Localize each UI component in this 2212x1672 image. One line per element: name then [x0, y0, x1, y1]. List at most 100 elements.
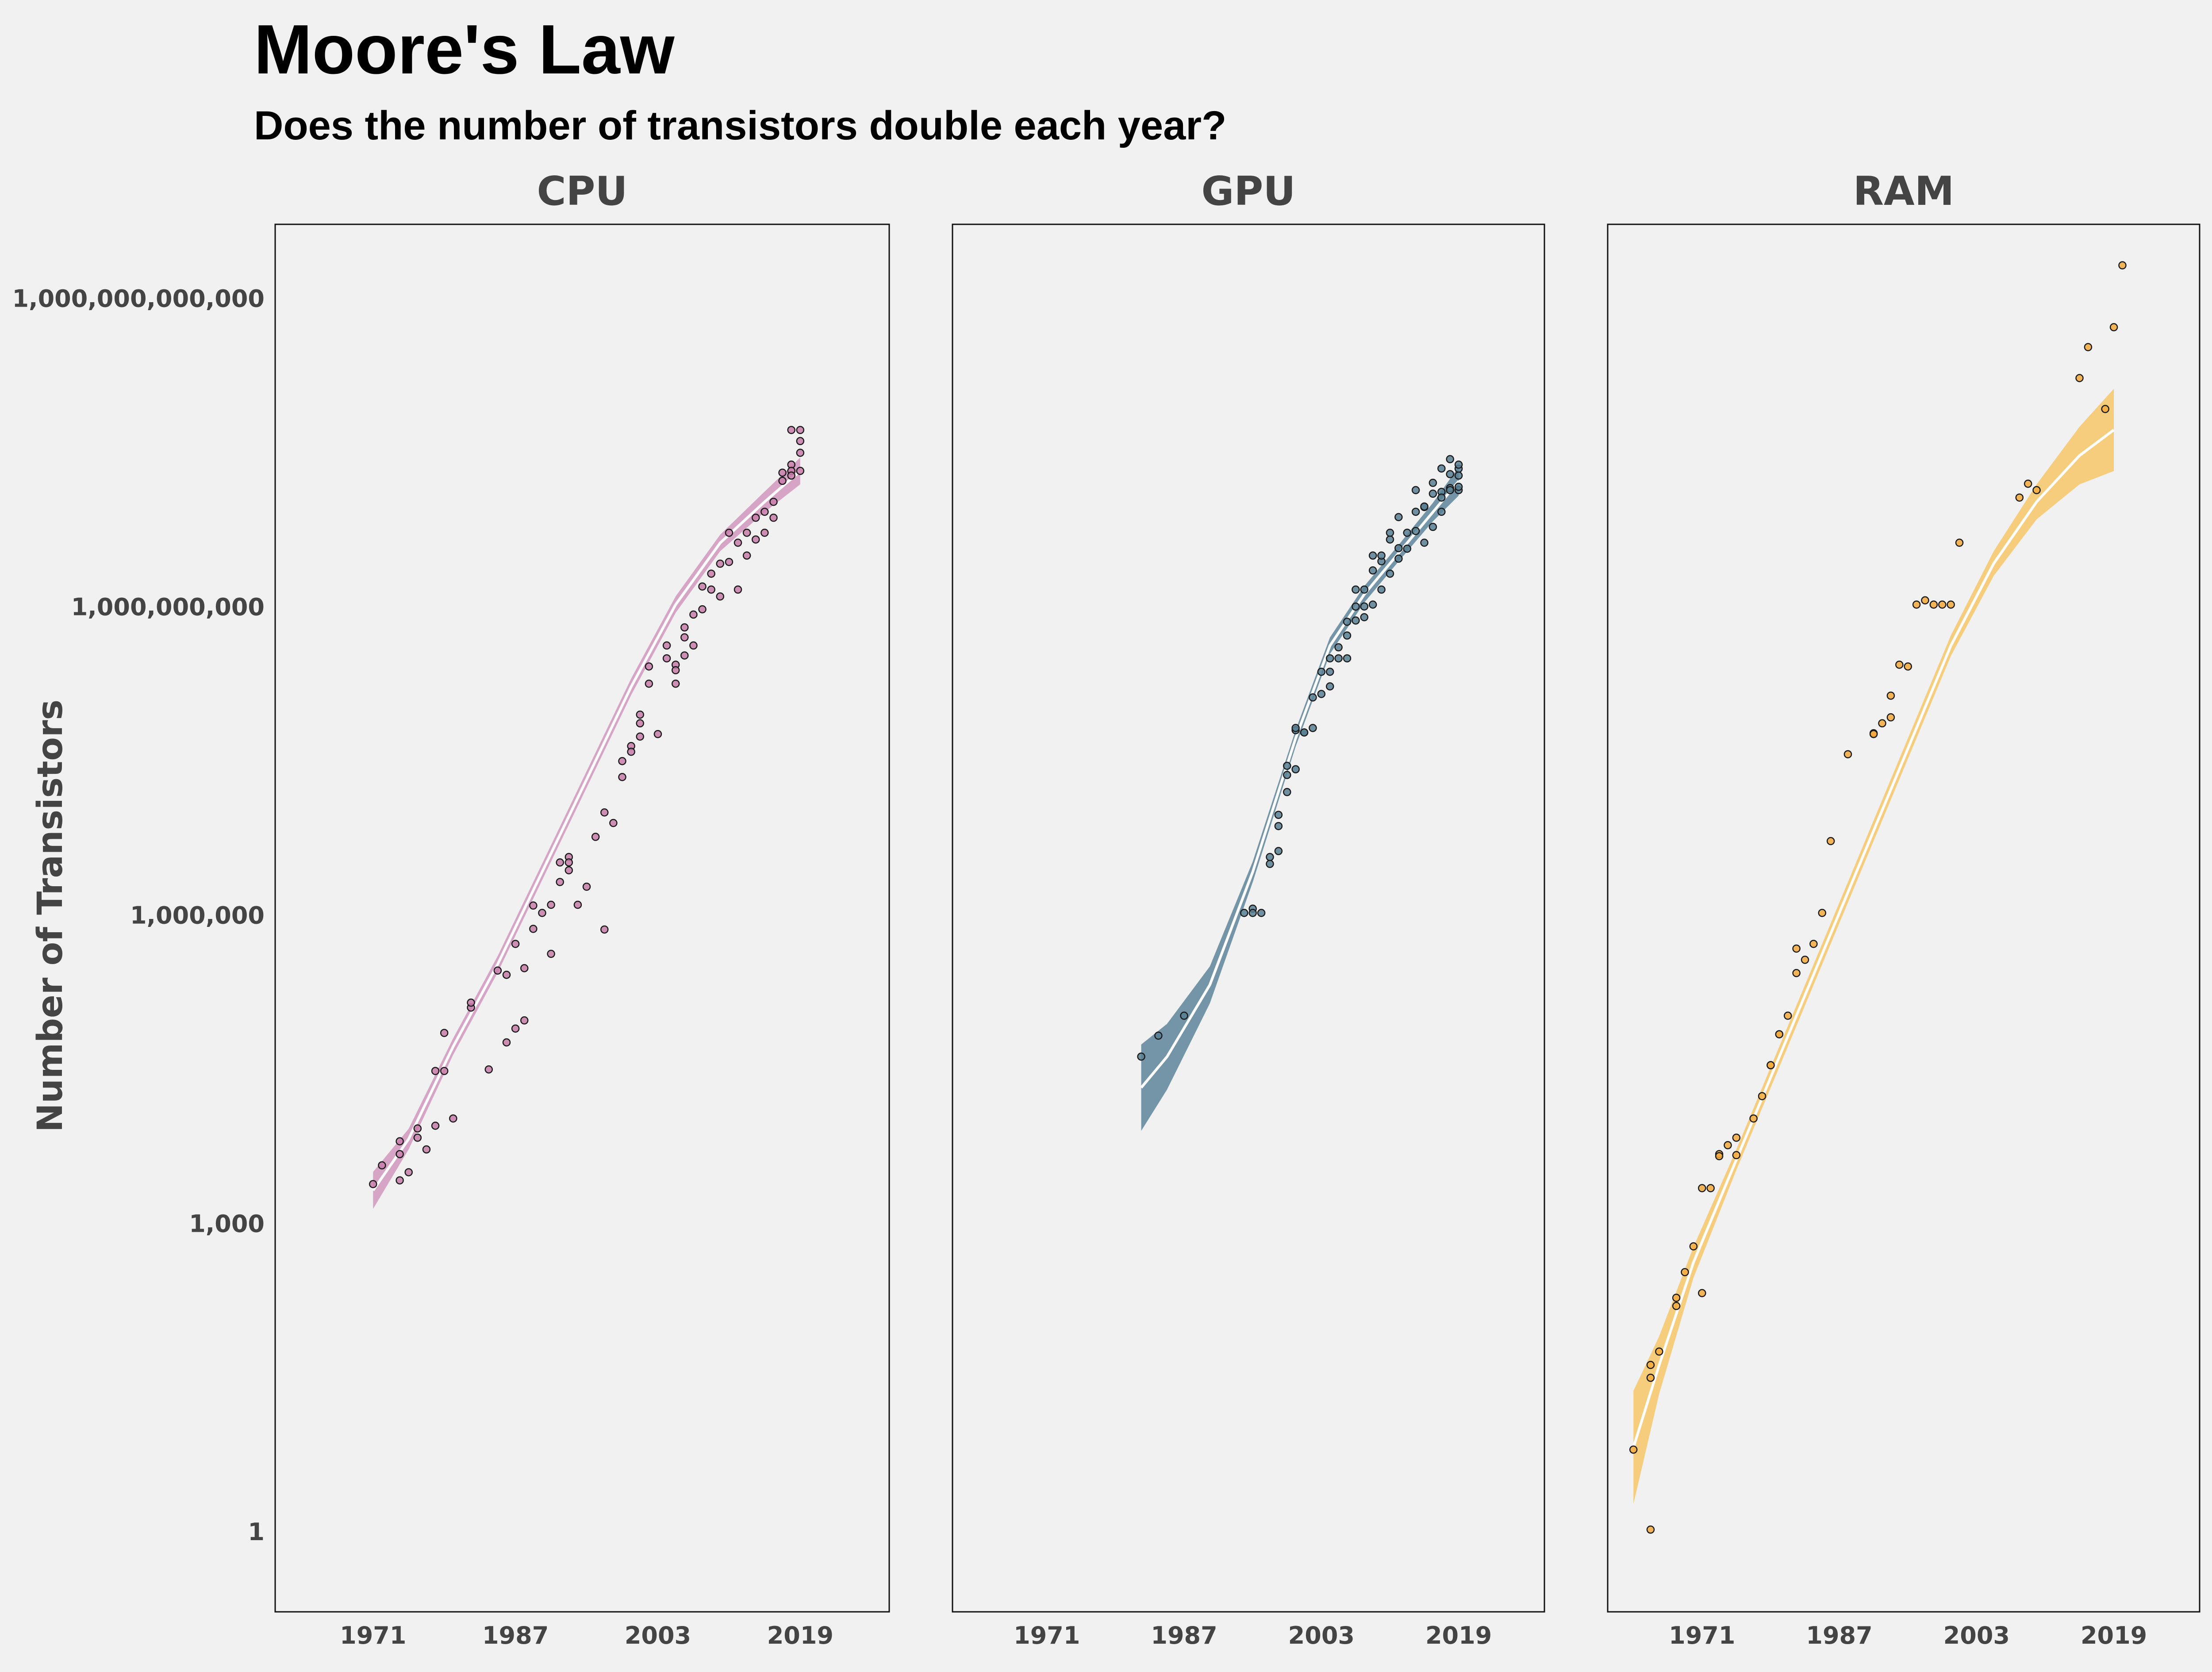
data-point-ram — [1724, 1141, 1732, 1149]
data-point-cpu — [440, 1067, 449, 1075]
panel-title-cpu: CPU — [537, 168, 627, 215]
data-point-cpu — [547, 900, 555, 909]
data-point-cpu — [680, 651, 689, 660]
data-point-gpu — [1274, 822, 1283, 830]
y-tick-label: 1,000,000,000,000 — [12, 285, 265, 313]
data-point-ram — [1792, 944, 1801, 953]
data-point-gpu — [1394, 554, 1403, 563]
confidence-band-gpu — [1141, 467, 1459, 1131]
data-point-cpu — [742, 551, 751, 560]
data-point-gpu — [1368, 566, 1377, 575]
data-point-gpu — [1343, 631, 1352, 640]
data-point-cpu — [645, 662, 653, 671]
data-point-ram — [1698, 1184, 1706, 1192]
data-point-gpu — [1283, 788, 1291, 796]
data-point-gpu — [1386, 535, 1394, 544]
data-point-cpu — [636, 710, 645, 719]
data-point-cpu — [609, 819, 618, 827]
data-point-cpu — [440, 1029, 449, 1037]
panel-title-ram: RAM — [1853, 168, 1955, 215]
data-point-ram — [2084, 343, 2093, 351]
data-point-gpu — [1437, 493, 1446, 502]
data-point-ram — [1843, 750, 1852, 758]
data-point-gpu — [1360, 613, 1369, 622]
data-point-ram — [2024, 480, 2032, 488]
data-point-gpu — [1386, 569, 1394, 578]
y-tick-label: 1 — [248, 1518, 265, 1546]
data-point-cpu — [582, 882, 591, 891]
panel-frame-ram — [1607, 223, 2200, 1613]
data-point-cpu — [396, 1150, 404, 1158]
y-tick-label: 1,000,000 — [130, 901, 265, 929]
x-tick-label: 1987 — [1151, 1622, 1217, 1649]
data-point-gpu — [1377, 585, 1386, 594]
data-point-gpu — [1429, 479, 1437, 487]
data-point-gpu — [1180, 1011, 1188, 1020]
data-point-gpu — [1360, 602, 1369, 611]
data-point-gpu — [1429, 523, 1437, 531]
data-point-cpu — [396, 1176, 404, 1185]
x-tick-label: 1987 — [1806, 1622, 1872, 1649]
data-point-cpu — [733, 585, 742, 594]
data-point-gpu — [1403, 528, 1411, 537]
x-tick-label: 2003 — [625, 1622, 691, 1649]
data-point-cpu — [636, 732, 645, 741]
data-point-gpu — [1325, 682, 1334, 691]
data-point-cpu — [716, 592, 725, 601]
data-point-cpu — [752, 535, 760, 544]
data-point-cpu — [680, 633, 689, 642]
data-point-cpu — [796, 437, 805, 446]
data-point-cpu — [618, 773, 626, 781]
data-point-cpu — [529, 925, 538, 933]
data-point-cpu — [600, 925, 609, 934]
confidence-band-cpu — [373, 457, 800, 1209]
data-point-cpu — [796, 449, 805, 457]
data-point-cpu — [600, 808, 609, 817]
data-point-cpu — [547, 949, 555, 958]
data-point-cpu — [449, 1114, 457, 1123]
data-point-gpu — [1343, 654, 1352, 663]
data-point-ram — [1783, 1011, 1792, 1020]
data-point-gpu — [1454, 460, 1463, 469]
chart-title: Moore's Law — [254, 11, 675, 88]
data-point-cpu — [796, 467, 805, 475]
data-point-cpu — [769, 513, 778, 522]
data-point-cpu — [689, 610, 698, 619]
x-tick-label: 1971 — [1669, 1622, 1735, 1649]
data-point-cpu — [520, 1016, 529, 1025]
data-point-gpu — [1352, 602, 1360, 611]
data-point-cpu — [698, 605, 707, 614]
data-point-gpu — [1334, 654, 1343, 663]
data-point-ram — [1904, 662, 1912, 671]
data-point-gpu — [1446, 486, 1454, 494]
data-point-cpu — [725, 557, 733, 566]
data-point-cpu — [556, 878, 564, 886]
data-point-gpu — [1420, 538, 1429, 547]
data-point-gpu — [1291, 765, 1300, 773]
data-point-cpu — [520, 964, 529, 972]
data-point-ram — [1826, 837, 1835, 846]
data-point-cpu — [538, 909, 546, 917]
data-point-ram — [1921, 596, 1929, 605]
data-point-cpu — [760, 528, 769, 537]
data-point-cpu — [662, 641, 671, 650]
data-point-ram — [1929, 600, 1938, 609]
data-point-ram — [1698, 1289, 1706, 1297]
data-point-cpu — [680, 623, 689, 632]
data-point-cpu — [422, 1145, 431, 1154]
data-point-cpu — [636, 719, 645, 728]
data-point-gpu — [1386, 528, 1394, 537]
data-point-cpu — [404, 1168, 413, 1176]
data-point-ram — [1801, 956, 1809, 964]
data-point-ram — [1767, 1061, 1775, 1069]
data-point-cpu — [778, 469, 787, 477]
data-point-ram — [1672, 1302, 1681, 1310]
data-point-cpu — [565, 858, 573, 867]
data-point-gpu — [1266, 860, 1274, 868]
data-point-gpu — [1274, 847, 1283, 855]
data-point-ram — [1732, 1134, 1741, 1142]
data-point-gpu — [1454, 471, 1463, 480]
data-point-cpu — [502, 970, 511, 979]
data-point-gpu — [1420, 502, 1429, 511]
data-point-gpu — [1317, 690, 1326, 698]
